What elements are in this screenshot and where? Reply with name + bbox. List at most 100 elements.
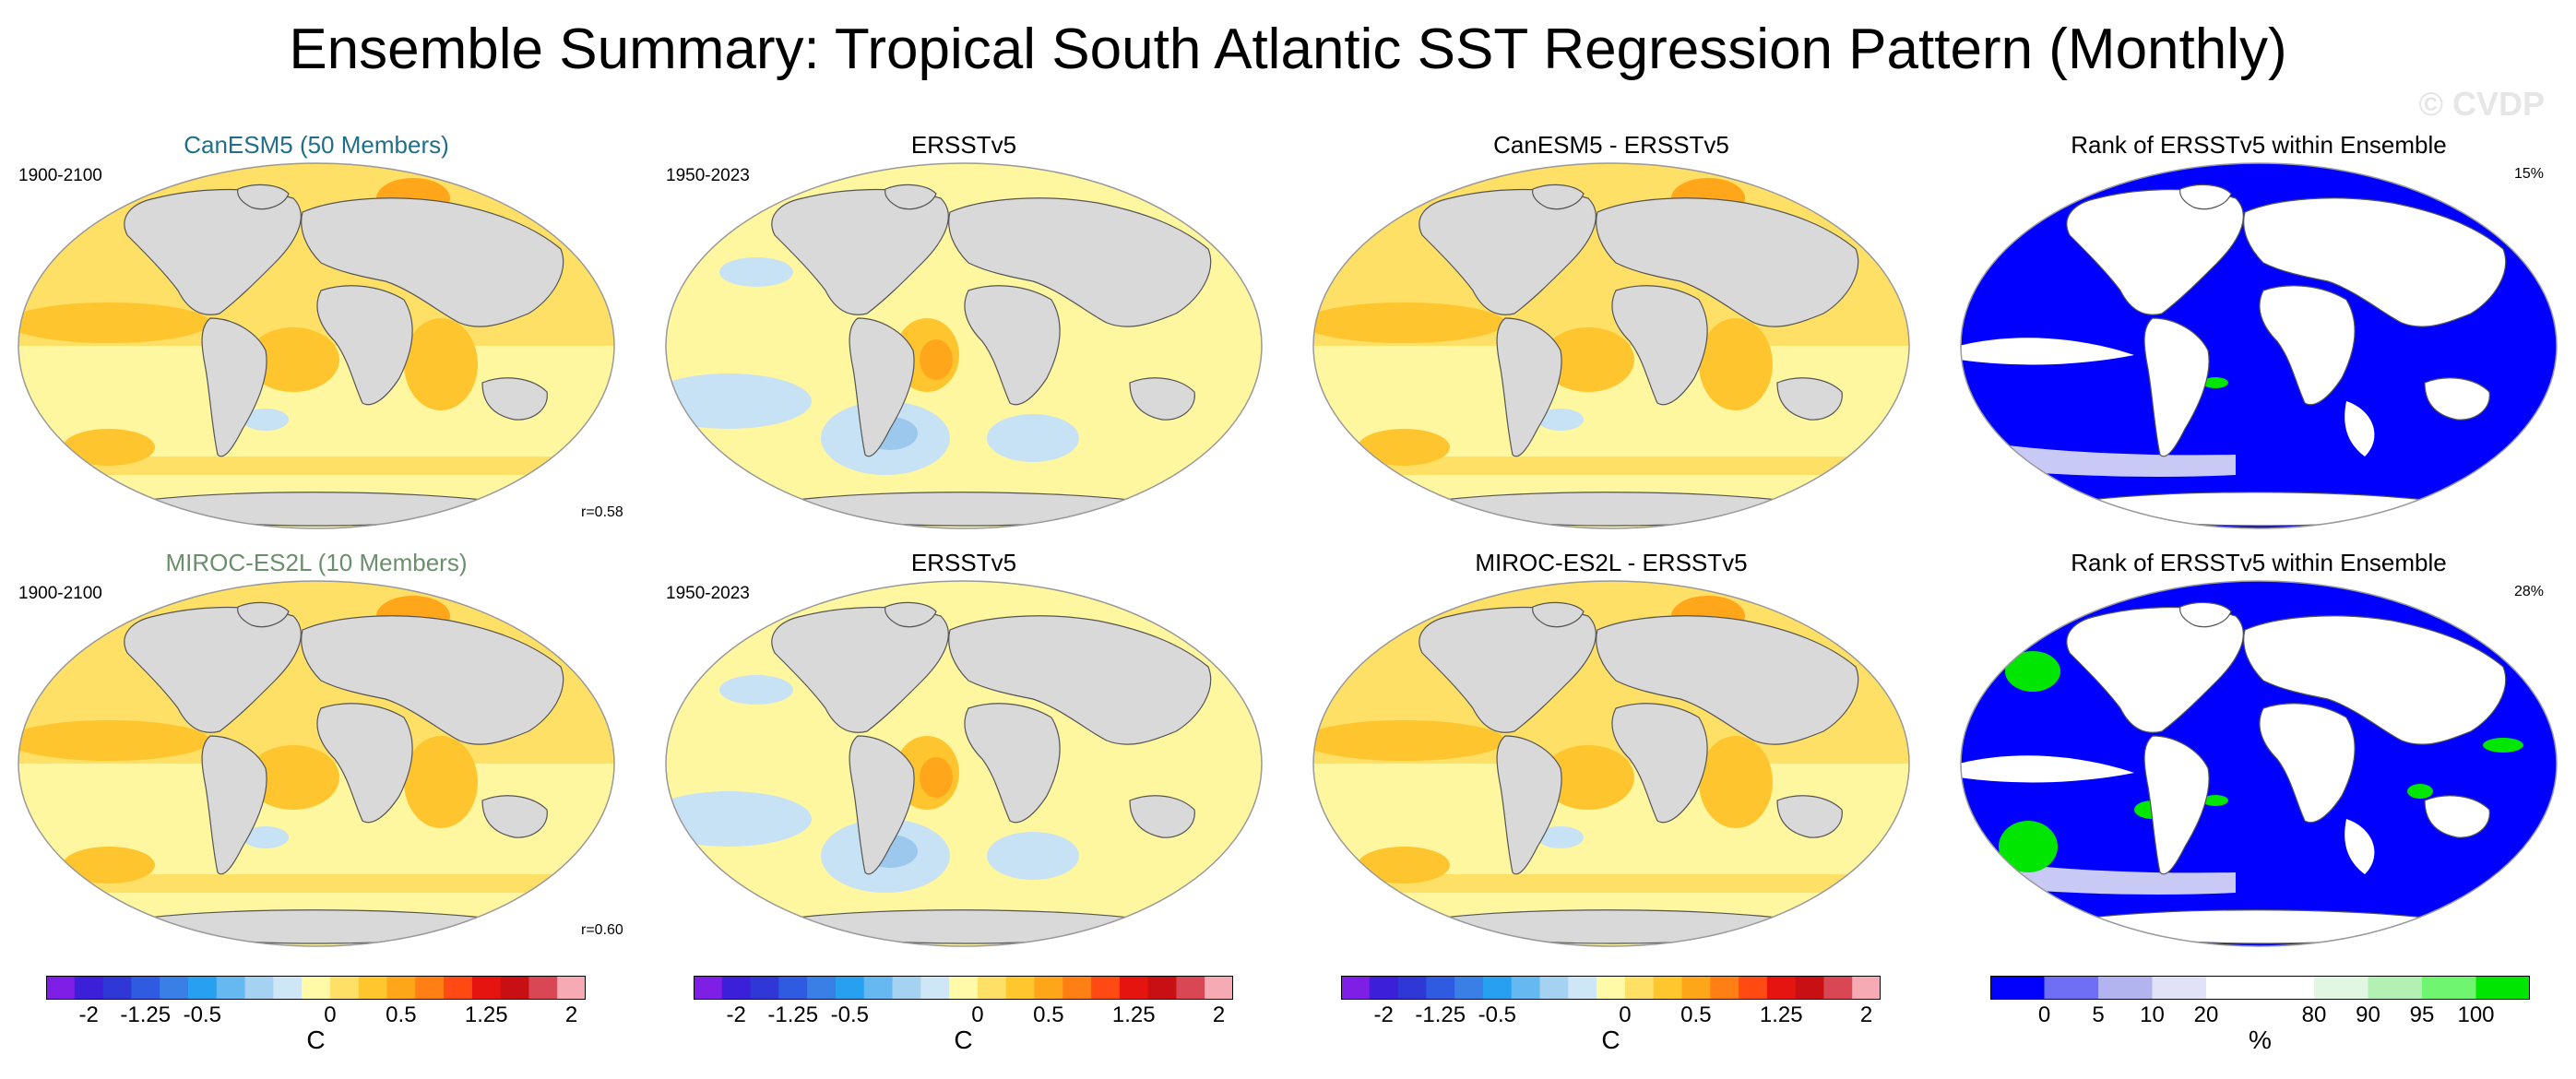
land-mass xyxy=(1129,377,1195,421)
colorbar-tick-label: -0.5 xyxy=(183,1002,222,1027)
colorbar-segment xyxy=(131,976,160,1000)
colorbar-segment xyxy=(1147,976,1177,1000)
land-mass xyxy=(884,184,937,210)
land-mass xyxy=(1496,735,1562,875)
land-mass xyxy=(2259,285,2356,406)
colorbar-segment xyxy=(1119,976,1149,1000)
colorbar-tick-label: 10 xyxy=(2140,1002,2165,1027)
colorbar-tick-label: 2 xyxy=(564,1002,578,1027)
rank-percent: 28% xyxy=(2514,584,2545,599)
land-mass xyxy=(201,317,267,457)
colorbar-tick-label: 0 xyxy=(1619,1002,1632,1027)
colorbar-segment xyxy=(1205,976,1233,1000)
land-mass xyxy=(316,703,413,824)
colorbar-segment xyxy=(500,976,529,1000)
land-mass xyxy=(2424,795,2490,838)
colorbar-segment xyxy=(528,976,558,1000)
colorbar-tick-label: 2 xyxy=(1859,1002,1873,1027)
colorbar-tick-label: 95 xyxy=(2409,1002,2435,1027)
colorbar-segment xyxy=(2206,976,2261,1000)
colorbar-segment xyxy=(949,976,979,1000)
obs-period-label: 1950-2023 xyxy=(666,166,750,185)
model-panel-title: MIROC-ES2L (10 Members) xyxy=(165,549,468,576)
land-mass xyxy=(1532,601,1585,628)
diff-map xyxy=(1312,580,1910,947)
colorbar-segment xyxy=(1624,976,1655,1000)
rank-map xyxy=(1960,580,2558,947)
land-mass xyxy=(1776,377,1843,421)
colorbar-tick-label: 0 xyxy=(2037,1002,2051,1027)
colorbar-segment xyxy=(1739,976,1768,1000)
land-mass xyxy=(481,377,548,421)
colorbar-segment xyxy=(1795,976,1824,1000)
colorbar-segment xyxy=(415,976,445,1000)
colorbar-unit: C xyxy=(306,1026,326,1054)
colorbar-segment xyxy=(1005,976,1035,1000)
colorbar-segment xyxy=(1426,976,1455,1000)
rank-colorbar xyxy=(1990,976,2530,1000)
land-mass xyxy=(2243,615,2507,745)
land-mass xyxy=(316,285,413,406)
colorbar-segment xyxy=(807,976,837,1000)
model-period-label: 1900-2100 xyxy=(18,166,102,185)
diff-map xyxy=(1312,162,1910,529)
colorbar-segment xyxy=(471,976,502,1000)
land-mass xyxy=(2179,184,2232,210)
colorbar-segment xyxy=(721,976,752,1000)
colorbar-tick-label: -0.5 xyxy=(1478,1002,1517,1027)
land-mass xyxy=(237,184,290,210)
colorbar-segment xyxy=(74,976,104,1000)
colorbar-segment xyxy=(444,976,473,1000)
colorbar-segment xyxy=(244,976,274,1000)
land-mass xyxy=(1611,285,1708,406)
pattern-correlation: r=0.60 xyxy=(581,922,623,938)
sst-colorbar xyxy=(1341,976,1881,1000)
page-title: Ensemble Summary: Tropical South Atlanti… xyxy=(289,18,2287,81)
diff-panel-title: MIROC-ES2L - ERSSTv5 xyxy=(1475,549,1748,576)
land-mass xyxy=(849,317,915,457)
colorbar-segment xyxy=(1653,976,1682,1000)
colorbar-segment xyxy=(1482,976,1513,1000)
colorbar-segment xyxy=(386,976,416,1000)
colorbar-tick-label: -2 xyxy=(1373,1002,1394,1027)
sst-colorbar xyxy=(46,976,586,1000)
colorbar-segment xyxy=(778,976,808,1000)
colorbar-segment xyxy=(1034,976,1063,1000)
colorbar-segment xyxy=(1681,976,1711,1000)
rank-map xyxy=(1960,162,2558,529)
colorbar-segment xyxy=(863,976,894,1000)
colorbar-tick-label: 0.5 xyxy=(1680,1002,1712,1027)
colorbar-tick-label: 0 xyxy=(324,1002,337,1027)
colorbar-segment xyxy=(273,976,303,1000)
colorbar-segment xyxy=(750,976,779,1000)
land-mass xyxy=(481,795,548,838)
colorbar-segment xyxy=(1091,976,1121,1000)
colorbar-segment xyxy=(187,976,218,1000)
model-map xyxy=(18,580,615,947)
pattern-correlation: r=0.58 xyxy=(581,504,623,520)
colorbar-segment xyxy=(2475,976,2530,1000)
colorbar-tick-label: 100 xyxy=(2457,1002,2495,1027)
colorbar-segment xyxy=(977,976,1007,1000)
colorbar-segment xyxy=(329,976,360,1000)
land-mass xyxy=(1496,317,1562,457)
colorbar-tick-label: -0.5 xyxy=(830,1002,870,1027)
colorbar-segment xyxy=(2098,976,2153,1000)
colorbar-segment xyxy=(1176,976,1205,1000)
land-mass xyxy=(1776,795,1843,838)
land-mass xyxy=(1532,184,1585,210)
colorbar-segment xyxy=(1990,976,2045,1000)
obs-panel-title: ERSSTv5 xyxy=(910,131,1017,159)
land-mass xyxy=(201,735,267,875)
obs-map xyxy=(665,162,1263,529)
land-mass xyxy=(237,601,290,628)
land-mass xyxy=(2143,735,2210,875)
watermark: © CVDP xyxy=(2418,85,2545,123)
colorbar-segment xyxy=(892,976,921,1000)
rank-panel-title: Rank of ERSSTv5 within Ensemble xyxy=(2071,549,2447,576)
colorbar-segment xyxy=(1710,976,1739,1000)
obs-panel-title: ERSSTv5 xyxy=(910,549,1017,576)
colorbar-segment xyxy=(557,976,586,1000)
land-mass xyxy=(1611,703,1708,824)
colorbar-segment xyxy=(920,976,950,1000)
